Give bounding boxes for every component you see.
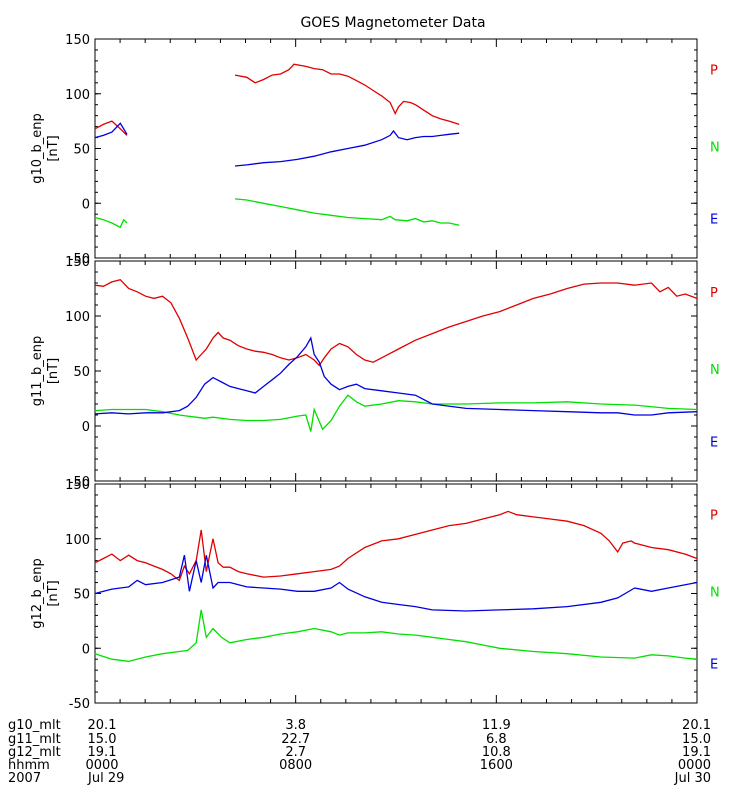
y-tick-label: 50	[73, 143, 90, 158]
x-tick-label: 19.1	[682, 745, 711, 760]
series-line-N	[94, 609, 698, 663]
legend-E: E	[710, 213, 718, 228]
x-tick-label: 6.8	[486, 732, 507, 747]
x-tick-label: 22.7	[281, 732, 310, 747]
panel-2: -50 0 50 100 150 g11_b_enp [nT] P N E	[30, 255, 720, 490]
y-tick-label: 50	[73, 588, 90, 603]
x-tick-label: 3.8	[285, 718, 306, 733]
legend-E: E	[710, 435, 718, 450]
chart-title: GOES Magnetometer Data	[300, 15, 485, 31]
series-line-P	[94, 510, 698, 582]
x-tick-label: 2.7	[285, 745, 306, 760]
y-tick-label: 0	[82, 420, 90, 435]
y-tick-label: 100	[65, 533, 90, 548]
x-tick-label: Jul 30	[674, 771, 711, 786]
x-tick-label: 0000	[678, 758, 711, 773]
footer-row-label: 2007	[8, 771, 41, 786]
y-tick-label: 100	[65, 310, 90, 325]
panel-frame	[94, 483, 698, 704]
panel-3: -50 0 50 100 150 g12_b_enp [nT] P N E	[30, 478, 720, 712]
x-tick-label: 11.9	[482, 718, 511, 733]
legend-E: E	[710, 658, 718, 673]
x-tick-label: 20.1	[88, 718, 117, 733]
x-tick-label: 15.0	[88, 732, 117, 747]
x-tick-label: 15.0	[682, 732, 711, 747]
y-tick-label: 100	[65, 88, 90, 103]
x-tick-label: 19.1	[88, 745, 117, 760]
y-axis-label: g12_b_enp	[30, 558, 45, 629]
panel-frame	[94, 38, 698, 259]
footer-row-label: g11_mlt	[8, 732, 61, 747]
footer-row-label: hhmm	[8, 758, 50, 773]
series-line-P	[94, 278, 698, 367]
y-tick-label: -50	[69, 697, 90, 712]
x-axis-footer: g10_mltg11_mltg12_mlthhmm200720.115.019.…	[8, 718, 711, 786]
x-tick-label: 0000	[85, 758, 118, 773]
series-line-E	[94, 336, 698, 416]
series-line-E	[94, 122, 128, 139]
y-tick-label: 150	[65, 478, 90, 493]
x-tick-label: 0800	[279, 758, 312, 773]
series-line-N	[234, 198, 460, 226]
series-line-E	[234, 129, 460, 167]
footer-row-label: g10_mlt	[8, 718, 61, 733]
x-tick-label: 20.1	[682, 718, 711, 733]
x-tick-label: 1600	[480, 758, 513, 773]
y-tick-label: 0	[82, 642, 90, 657]
legend-N: N	[710, 140, 720, 155]
y-tick-label: -50	[69, 475, 90, 490]
y-tick-label: 150	[65, 33, 90, 48]
series-line-P	[234, 63, 460, 126]
legend-N: N	[710, 585, 720, 600]
legend-N: N	[710, 363, 720, 378]
legend-P: P	[710, 286, 718, 301]
footer-row-label: g12_mlt	[8, 745, 61, 760]
panel-frame	[94, 260, 698, 482]
x-tick-label: 10.8	[482, 745, 511, 760]
series-line-P	[94, 120, 128, 136]
y-tick-label: -50	[69, 252, 90, 267]
series-line-N	[94, 216, 128, 229]
y-axis-unit: [nT]	[46, 135, 61, 161]
legend-P: P	[710, 509, 718, 524]
y-tick-label: 150	[65, 255, 90, 270]
series-line-N	[94, 394, 698, 432]
y-tick-label: 0	[82, 197, 90, 212]
y-tick-label: 50	[73, 365, 90, 380]
legend-P: P	[710, 64, 718, 79]
y-axis-label: g11_b_enp	[30, 336, 45, 407]
y-axis-unit: [nT]	[46, 358, 61, 384]
y-axis-label: g10_b_enp	[30, 113, 45, 184]
series-line-E	[94, 555, 698, 612]
y-axis-unit: [nT]	[46, 580, 61, 606]
x-tick-label: Jul 29	[87, 771, 124, 786]
panel-1: -50 0 50 100 150 g10_b_enp [nT] P N E	[30, 33, 720, 267]
